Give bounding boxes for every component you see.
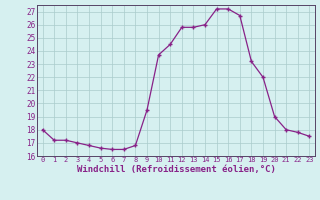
X-axis label: Windchill (Refroidissement éolien,°C): Windchill (Refroidissement éolien,°C) <box>76 165 276 174</box>
